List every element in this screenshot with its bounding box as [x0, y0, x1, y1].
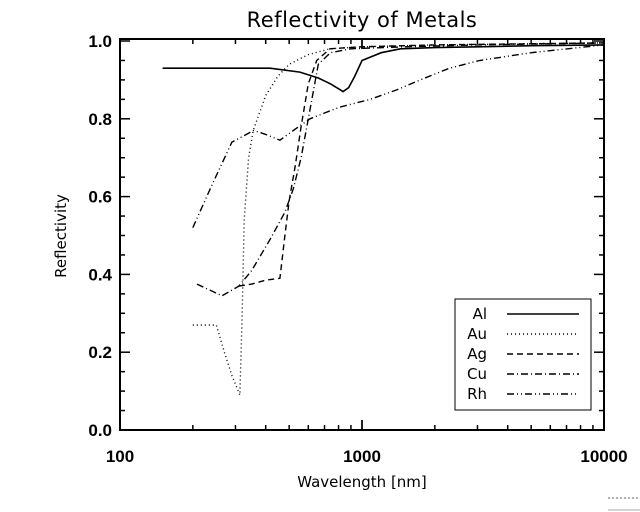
- y-axis-ticks: [120, 40, 604, 431]
- legend-label-al: Al: [473, 305, 487, 323]
- y-tick-label: 0.6: [88, 188, 112, 207]
- x-axis-ticks: [119, 39, 605, 430]
- x-axis-tick-labels: 100 1000 10000: [106, 447, 628, 466]
- series-layer: [162, 42, 605, 396]
- y-axis-tick-labels: 0.0 0.2 0.4 0.6 0.8 1.0: [88, 32, 112, 440]
- legend: Al Au Ag Cu Rh: [454, 298, 592, 411]
- y-tick-label: 0.0: [88, 421, 112, 440]
- y-tick-label: 0.8: [88, 110, 112, 129]
- legend-label-cu: Cu: [467, 365, 487, 383]
- series-line-cu: [196, 42, 605, 297]
- x-tick-label: 1000: [343, 447, 381, 466]
- series-line-ag: [238, 42, 605, 287]
- y-tick-label: 1.0: [88, 32, 112, 51]
- series-line-au: [192, 42, 605, 396]
- y-tick-label: 0.4: [88, 265, 112, 284]
- corner-artifact: [608, 497, 640, 511]
- series-line-rh: [192, 44, 605, 228]
- series-line-al: [162, 44, 605, 93]
- y-axis-label: Reflectivity: [52, 194, 70, 278]
- legend-label-au: Au: [467, 325, 487, 343]
- legend-label-ag: Ag: [467, 345, 487, 363]
- y-tick-label: 0.2: [88, 343, 112, 362]
- legend-label-rh: Rh: [467, 385, 487, 403]
- x-tick-label: 100: [106, 447, 134, 466]
- chart-title: Reflectivity of Metals: [247, 8, 478, 32]
- x-axis-label: Wavelength [nm]: [297, 473, 427, 491]
- x-tick-label: 10000: [580, 447, 627, 466]
